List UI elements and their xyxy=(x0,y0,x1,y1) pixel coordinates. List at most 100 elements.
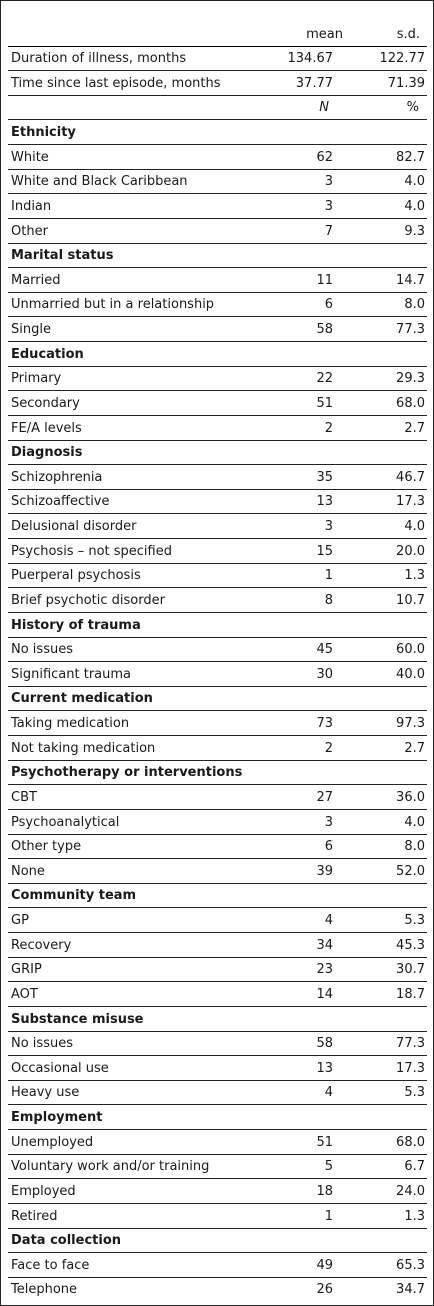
row-value-2: 68.0 xyxy=(396,396,425,411)
row-label: Unemployed xyxy=(11,1135,94,1150)
table-row: Puerperal psychosis 1 1.3 xyxy=(8,564,427,588)
table-row: Significant trauma 30 40.0 xyxy=(8,663,427,687)
table-row: None 39 52.0 xyxy=(8,860,427,884)
column-header-row: mean s.d. xyxy=(8,23,427,47)
row-label: FE/A levels xyxy=(11,421,82,436)
row-label: No issues xyxy=(11,642,73,657)
table-row: White and Black Caribbean 3 4.0 xyxy=(8,170,427,194)
table-row: Telephone 26 34.7 xyxy=(8,1278,427,1301)
row-label: CBT xyxy=(11,790,37,805)
row-value-2: 77.3 xyxy=(396,1036,425,1051)
row-label: Schizophrenia xyxy=(11,470,103,485)
table-row: Indian 3 4.0 xyxy=(8,195,427,219)
row-value-2: 40.0 xyxy=(396,667,425,682)
row-value-1: N xyxy=(319,100,329,115)
table-row: Heavy use 4 5.3 xyxy=(8,1081,427,1105)
table-row: White 62 82.7 xyxy=(8,146,427,170)
row-label: Primary xyxy=(11,371,62,386)
row-value-1: 7 xyxy=(324,224,333,239)
row-label: Not taking medication xyxy=(11,741,156,756)
table-row: Primary 22 29.3 xyxy=(8,367,427,391)
row-value-1: 58 xyxy=(316,322,333,337)
table-row: Secondary 51 68.0 xyxy=(8,392,427,416)
table-row: Other type 6 8.0 xyxy=(8,835,427,859)
table-row: No issues 58 77.3 xyxy=(8,1032,427,1056)
table-row: Occasional use 13 17.3 xyxy=(8,1057,427,1081)
table-row: Psychoanalytical 3 4.0 xyxy=(8,811,427,835)
table-row: No issues 45 60.0 xyxy=(8,638,427,662)
row-label: Other type xyxy=(11,839,82,854)
section-heading: Community team xyxy=(8,884,427,908)
table-row: Time since last episode, months 37.77 71.3… xyxy=(8,72,427,96)
row-value-1: 34 xyxy=(316,938,333,953)
table-row: GP 4 5.3 xyxy=(8,909,427,933)
table-row: Duration of illness, months 134.67 122.77 xyxy=(8,47,427,71)
row-value-2: 24.0 xyxy=(396,1184,425,1199)
row-value-1: 14 xyxy=(316,987,333,1002)
row-value-1: 4 xyxy=(324,1085,333,1100)
row-value-2: 18.7 xyxy=(396,987,425,1002)
row-value-1: 73 xyxy=(316,716,333,731)
section-heading: Substance misuse xyxy=(8,1008,427,1032)
row-value-1: 35 xyxy=(316,470,333,485)
row-value-1: 2 xyxy=(324,741,333,756)
table-row: AOT 14 18.7 xyxy=(8,983,427,1007)
row-value-1: 8 xyxy=(324,593,333,608)
table-row: GRIP 23 30.7 xyxy=(8,958,427,982)
table-row: Psychosis – not specified 15 20.0 xyxy=(8,540,427,564)
row-value-1: 37.77 xyxy=(295,76,333,91)
table-row: Employed 18 24.0 xyxy=(8,1180,427,1204)
section-heading: Ethnicity xyxy=(8,121,427,145)
row-value-1: 3 xyxy=(324,519,333,534)
row-label: Telephone xyxy=(11,1282,78,1297)
row-label: Duration of illness, months xyxy=(11,51,187,66)
row-value-2: 1.3 xyxy=(404,1209,425,1224)
row-label: Employment xyxy=(11,1110,103,1125)
row-label: No issues xyxy=(11,1036,73,1051)
subheader-row: N% xyxy=(8,96,427,120)
row-value-2: 30.7 xyxy=(396,962,425,977)
row-label: Unmarried but in a relationship xyxy=(11,297,215,312)
row-value-2: 14.7 xyxy=(396,273,425,288)
table-row: Voluntary work and/or training 5 6.7 xyxy=(8,1155,427,1179)
row-value-2: s.d. xyxy=(396,27,420,42)
row-value-1: 18 xyxy=(316,1184,333,1199)
row-value-1: 27 xyxy=(316,790,333,805)
row-label: Data collection xyxy=(11,1233,122,1248)
row-value-1: 13 xyxy=(316,1061,333,1076)
row-label: White xyxy=(11,150,49,165)
row-value-1: 1 xyxy=(324,1209,333,1224)
section-heading: Psychotherapy or interventions xyxy=(8,761,427,785)
section-heading: Marital status xyxy=(8,244,427,268)
row-label: Current medication xyxy=(11,691,153,706)
row-label: Indian xyxy=(11,199,52,214)
table-row: Married 11 14.7 xyxy=(8,269,427,293)
row-value-2: 1.3 xyxy=(404,568,425,583)
row-value-2: 4.0 xyxy=(404,815,425,830)
row-value-1: 1 xyxy=(324,568,333,583)
row-value-1: 58 xyxy=(316,1036,333,1051)
row-label: Education xyxy=(11,347,84,362)
row-value-2: 71.39 xyxy=(387,76,425,91)
section-heading: Education xyxy=(8,343,427,367)
row-label: Recovery xyxy=(11,938,72,953)
row-value-2: 5.3 xyxy=(404,1085,425,1100)
table-row: Schizoaffective 13 17.3 xyxy=(8,490,427,514)
row-label: GRIP xyxy=(11,962,42,977)
row-value-2: 29.3 xyxy=(396,371,425,386)
row-label: Schizoaffective xyxy=(11,494,110,509)
row-label: Brief psychotic disorder xyxy=(11,593,165,608)
row-label: Occasional use xyxy=(11,1061,109,1076)
row-value-2: 46.7 xyxy=(396,470,425,485)
row-label: Ethnicity xyxy=(11,125,76,140)
row-label: Substance misuse xyxy=(11,1012,144,1027)
row-value-1: 51 xyxy=(316,396,333,411)
row-value-2: 10.7 xyxy=(396,593,425,608)
row-label: Psychotherapy or interventions xyxy=(11,765,243,780)
row-value-2: 4.0 xyxy=(404,199,425,214)
row-label: Face to face xyxy=(11,1258,90,1273)
row-value-2: 20.0 xyxy=(396,544,425,559)
row-label: Single xyxy=(11,322,51,337)
row-value-1: 45 xyxy=(316,642,333,657)
